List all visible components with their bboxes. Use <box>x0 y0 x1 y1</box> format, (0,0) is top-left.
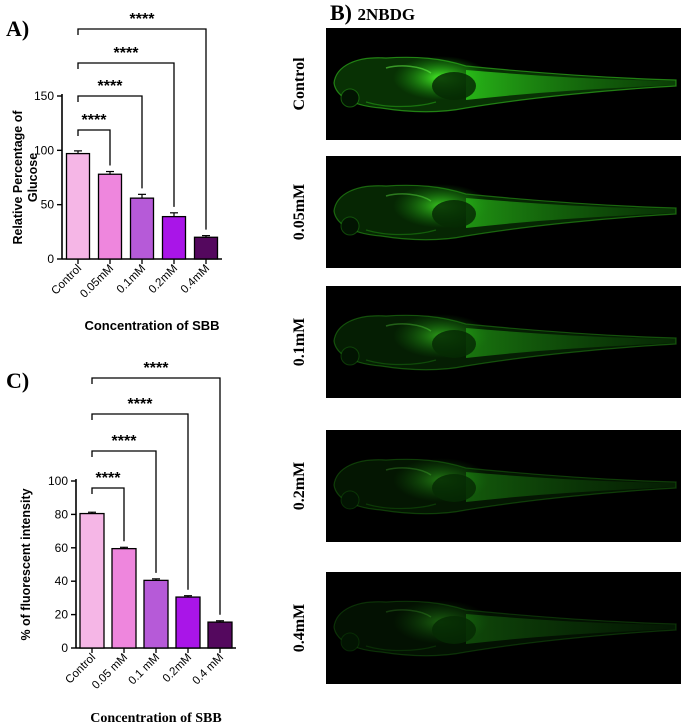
fish-image-panel <box>326 430 681 542</box>
bar <box>111 547 137 649</box>
zebrafish-fluorescence-image <box>326 286 681 398</box>
significance-label: **** <box>98 78 124 95</box>
bar <box>175 596 201 649</box>
significance-label: **** <box>96 470 122 487</box>
x-axis-label: Concentration of SBB <box>90 711 221 726</box>
significance-label: **** <box>128 396 154 413</box>
bar <box>143 579 169 649</box>
x-tick-label: 0.4mM <box>179 263 212 296</box>
x-axis-label: Concentration of SBB <box>84 318 219 333</box>
significance-bracket <box>91 377 221 615</box>
x-tick-label: 0.05 mM <box>90 652 130 692</box>
x-tick-label: 0.1mM <box>115 263 148 296</box>
bar <box>97 173 123 260</box>
significance-label: **** <box>144 360 170 377</box>
significance-bracket <box>91 450 157 573</box>
fish-row-label: 0.05mM <box>290 156 310 268</box>
significance-bracket <box>77 129 111 166</box>
panel-c-label: C) <box>6 368 30 393</box>
panel-b-label: B) <box>330 0 352 25</box>
fish-image-panel <box>326 572 681 684</box>
y-axis-label: Relative Percentage ofGlucose <box>11 110 40 245</box>
bar <box>161 215 187 260</box>
zebrafish-fluorescence-image <box>326 430 681 542</box>
significance-bracket <box>77 28 207 230</box>
y-tick-label: 0 <box>47 252 54 266</box>
significance-label: **** <box>112 433 138 450</box>
y-tick-label: 50 <box>41 198 55 212</box>
fish-row-label: Control <box>290 28 310 140</box>
chart-a: 050100150Control0.05mM0.1mM0.2mM0.4mM***… <box>11 11 222 333</box>
x-tick-label: 0.05mM <box>78 263 116 301</box>
bar <box>79 512 105 649</box>
significance-bracket <box>77 62 175 207</box>
zebrafish-fluorescence-image <box>326 572 681 684</box>
zebrafish-fluorescence-image <box>326 28 681 140</box>
fish-row-label: 0.1mM <box>290 286 310 398</box>
panel-b-title: B) 2NBDG <box>330 0 415 26</box>
y-tick-label: 80 <box>55 507 69 521</box>
fish-image-panel <box>326 156 681 268</box>
y-tick-label: 100 <box>34 143 54 157</box>
fish-image-panel <box>326 286 681 398</box>
significance-bracket <box>91 487 125 542</box>
bar <box>129 197 155 260</box>
fish-row-label-text: Control <box>291 57 308 111</box>
bar <box>65 152 91 260</box>
x-tick-label: 0.2mM <box>161 652 194 685</box>
fish-row-label-text: 0.4mM <box>291 603 308 653</box>
zebrafish-fluorescence-image <box>326 156 681 268</box>
y-tick-label: 20 <box>55 608 69 622</box>
significance-label: **** <box>82 112 108 129</box>
y-tick-label: 0 <box>61 641 68 655</box>
y-tick-label: 40 <box>55 574 69 588</box>
y-tick-label: 60 <box>55 541 69 555</box>
significance-bracket <box>91 413 189 590</box>
fish-row-label: 0.2mM <box>290 430 310 542</box>
fish-row-label: 0.4mM <box>290 572 310 684</box>
bar <box>193 236 219 260</box>
x-tick-label: 0.4 mM <box>191 652 227 688</box>
significance-label: **** <box>114 45 140 62</box>
bar <box>207 621 233 649</box>
x-tick-label: 0.1 mM <box>127 652 163 688</box>
panel-b-subtitle: 2NBDG <box>357 5 416 24</box>
significance-label: **** <box>130 11 156 28</box>
fish-row-label-text: 0.1mM <box>291 317 308 367</box>
y-tick-label: 100 <box>48 474 68 488</box>
x-tick-label: 0.2mM <box>147 263 180 296</box>
fish-row-label-text: 0.2mM <box>291 461 308 511</box>
panel-a-label: A) <box>6 16 30 41</box>
fish-image-panel <box>326 28 681 140</box>
y-tick-label: 150 <box>34 89 54 103</box>
significance-bracket <box>77 95 143 189</box>
fish-row-label-text: 0.05mM <box>291 183 308 241</box>
y-axis-label: % of fluorescent intensity <box>19 488 33 640</box>
